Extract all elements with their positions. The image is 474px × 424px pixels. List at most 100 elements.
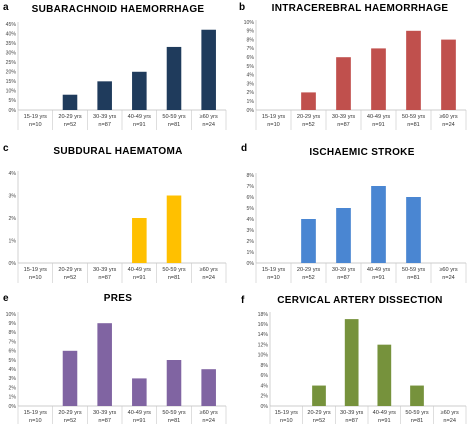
y-tick-label: 3%	[247, 81, 255, 87]
x-tick-n-label: n=81	[168, 418, 181, 424]
x-tick-n-label: n=24	[443, 418, 456, 424]
panel-letter: f	[241, 295, 245, 306]
x-tick-n-label: n=91	[372, 275, 385, 281]
panel-letter: c	[3, 143, 9, 154]
y-tick-label: 45%	[6, 22, 17, 28]
x-tick-n-label: n=24	[442, 122, 455, 128]
x-tick-n-label: n=91	[133, 122, 146, 128]
y-tick-label: 4%	[9, 367, 17, 373]
bar-3	[371, 186, 386, 263]
y-tick-label: 8%	[261, 363, 269, 369]
x-tick-n-label: n=91	[372, 122, 385, 128]
x-tick-n-label: n=87	[98, 122, 111, 128]
x-tick-label: ≥60 yrs	[200, 410, 219, 416]
y-tick-label: 30%	[6, 50, 17, 56]
x-tick-n-label: n=91	[133, 418, 146, 424]
chart-panel-e: e PRES 0% 1% 2% 3% 4% 5% 6% 7% 8% 9% 10% 15-19 yrs n=1…	[3, 293, 227, 424]
y-tick-label: 4%	[247, 73, 255, 79]
y-tick-label: 7%	[247, 46, 255, 52]
x-tick-label: 15-19 yrs	[262, 267, 286, 273]
y-tick-label: 1%	[247, 99, 255, 105]
x-tick-n-label: n=52	[313, 418, 326, 424]
y-tick-label: 10%	[6, 89, 17, 95]
y-tick-label: 2%	[247, 239, 255, 245]
x-tick-label: 20-29 yrs	[58, 267, 82, 273]
x-tick-label: 30-39 yrs	[332, 267, 356, 273]
y-tick-label: 40%	[6, 31, 17, 37]
x-tick-n-label: n=10	[280, 418, 293, 424]
x-tick-label: ≥60 yrs	[200, 114, 219, 120]
y-tick-label: 10%	[6, 312, 17, 318]
y-tick-label: 2%	[9, 216, 17, 222]
x-tick-n-label: n=91	[378, 418, 391, 424]
x-tick-n-label: n=81	[168, 275, 181, 281]
x-tick-label: 40-49 yrs	[128, 410, 152, 416]
x-tick-n-label: n=24	[202, 418, 215, 424]
x-tick-label: 30-39 yrs	[93, 410, 117, 416]
x-tick-n-label: n=52	[64, 122, 77, 128]
x-tick-label: 40-49 yrs	[367, 267, 391, 273]
y-tick-label: 5%	[247, 206, 255, 212]
x-tick-label: 20-29 yrs	[58, 410, 82, 416]
y-tick-label: 14%	[258, 332, 269, 338]
y-tick-label: 1%	[247, 250, 255, 256]
y-tick-label: 2%	[261, 394, 269, 400]
bar-4	[406, 197, 421, 263]
y-tick-label: 7%	[9, 339, 17, 345]
bar-2	[336, 208, 351, 263]
x-tick-label: 50-59 yrs	[162, 410, 186, 416]
y-tick-label: 20%	[6, 70, 17, 76]
bar-3	[377, 344, 392, 406]
x-tick-label: 30-39 yrs	[93, 114, 117, 120]
chart-title: SUBARACHNOID HAEMORRHAGE	[32, 4, 205, 15]
x-tick-label: 40-49 yrs	[128, 267, 152, 273]
bar-1	[301, 92, 316, 110]
x-tick-label: 20-29 yrs	[307, 410, 331, 416]
y-tick-label: 8%	[247, 173, 255, 179]
panel-letter: d	[241, 143, 247, 154]
y-tick-label: 2%	[247, 90, 255, 96]
bar-4	[166, 46, 182, 110]
x-tick-label: 30-39 yrs	[340, 410, 364, 416]
y-tick-label: 10%	[244, 20, 255, 26]
panel-letter: a	[3, 2, 9, 13]
x-tick-n-label: n=52	[302, 122, 315, 128]
x-tick-n-label: n=87	[98, 418, 111, 424]
bar-3	[132, 71, 147, 110]
x-tick-n-label: n=87	[98, 275, 111, 281]
x-tick-n-label: n=24	[202, 275, 215, 281]
chart-title: ISCHAEMIC STROKE	[309, 147, 414, 158]
bar-2	[344, 319, 359, 406]
chart-panel-a: a SUBARACHNOID HAEMORRHAGE 0% 5% 10% 15% 20% 25…	[3, 2, 227, 130]
x-tick-label: 40-49 yrs	[128, 114, 152, 120]
x-tick-n-label: n=10	[29, 122, 42, 128]
x-tick-label: 15-19 yrs	[275, 410, 299, 416]
bar-3	[371, 48, 386, 110]
x-tick-label: ≥60 yrs	[200, 267, 219, 273]
bar-2	[97, 323, 112, 406]
y-tick-label: 6%	[247, 55, 255, 61]
bar-4	[410, 385, 424, 406]
x-tick-label: 50-59 yrs	[402, 114, 426, 120]
y-tick-label: 1%	[9, 238, 17, 244]
chart-title: INTRACEREBRAL HAEMORRHAGE	[272, 3, 449, 14]
x-tick-n-label: n=52	[64, 275, 77, 281]
bar-4	[166, 195, 182, 263]
bar-2	[336, 57, 351, 110]
y-tick-label: 0%	[9, 404, 17, 410]
x-tick-n-label: n=81	[407, 122, 420, 128]
y-tick-label: 3%	[9, 376, 17, 382]
y-tick-label: 8%	[9, 330, 17, 336]
x-tick-n-label: n=24	[442, 275, 455, 281]
y-tick-label: 0%	[247, 108, 255, 114]
x-tick-label: 15-19 yrs	[24, 410, 48, 416]
y-tick-label: 4%	[261, 383, 269, 389]
x-tick-n-label: n=52	[302, 275, 315, 281]
y-tick-label: 4%	[9, 171, 17, 177]
bar-1	[62, 350, 78, 406]
x-tick-n-label: n=87	[337, 275, 350, 281]
bar-5	[201, 369, 216, 406]
y-tick-label: 3%	[9, 193, 17, 199]
x-tick-label: 15-19 yrs	[24, 114, 48, 120]
